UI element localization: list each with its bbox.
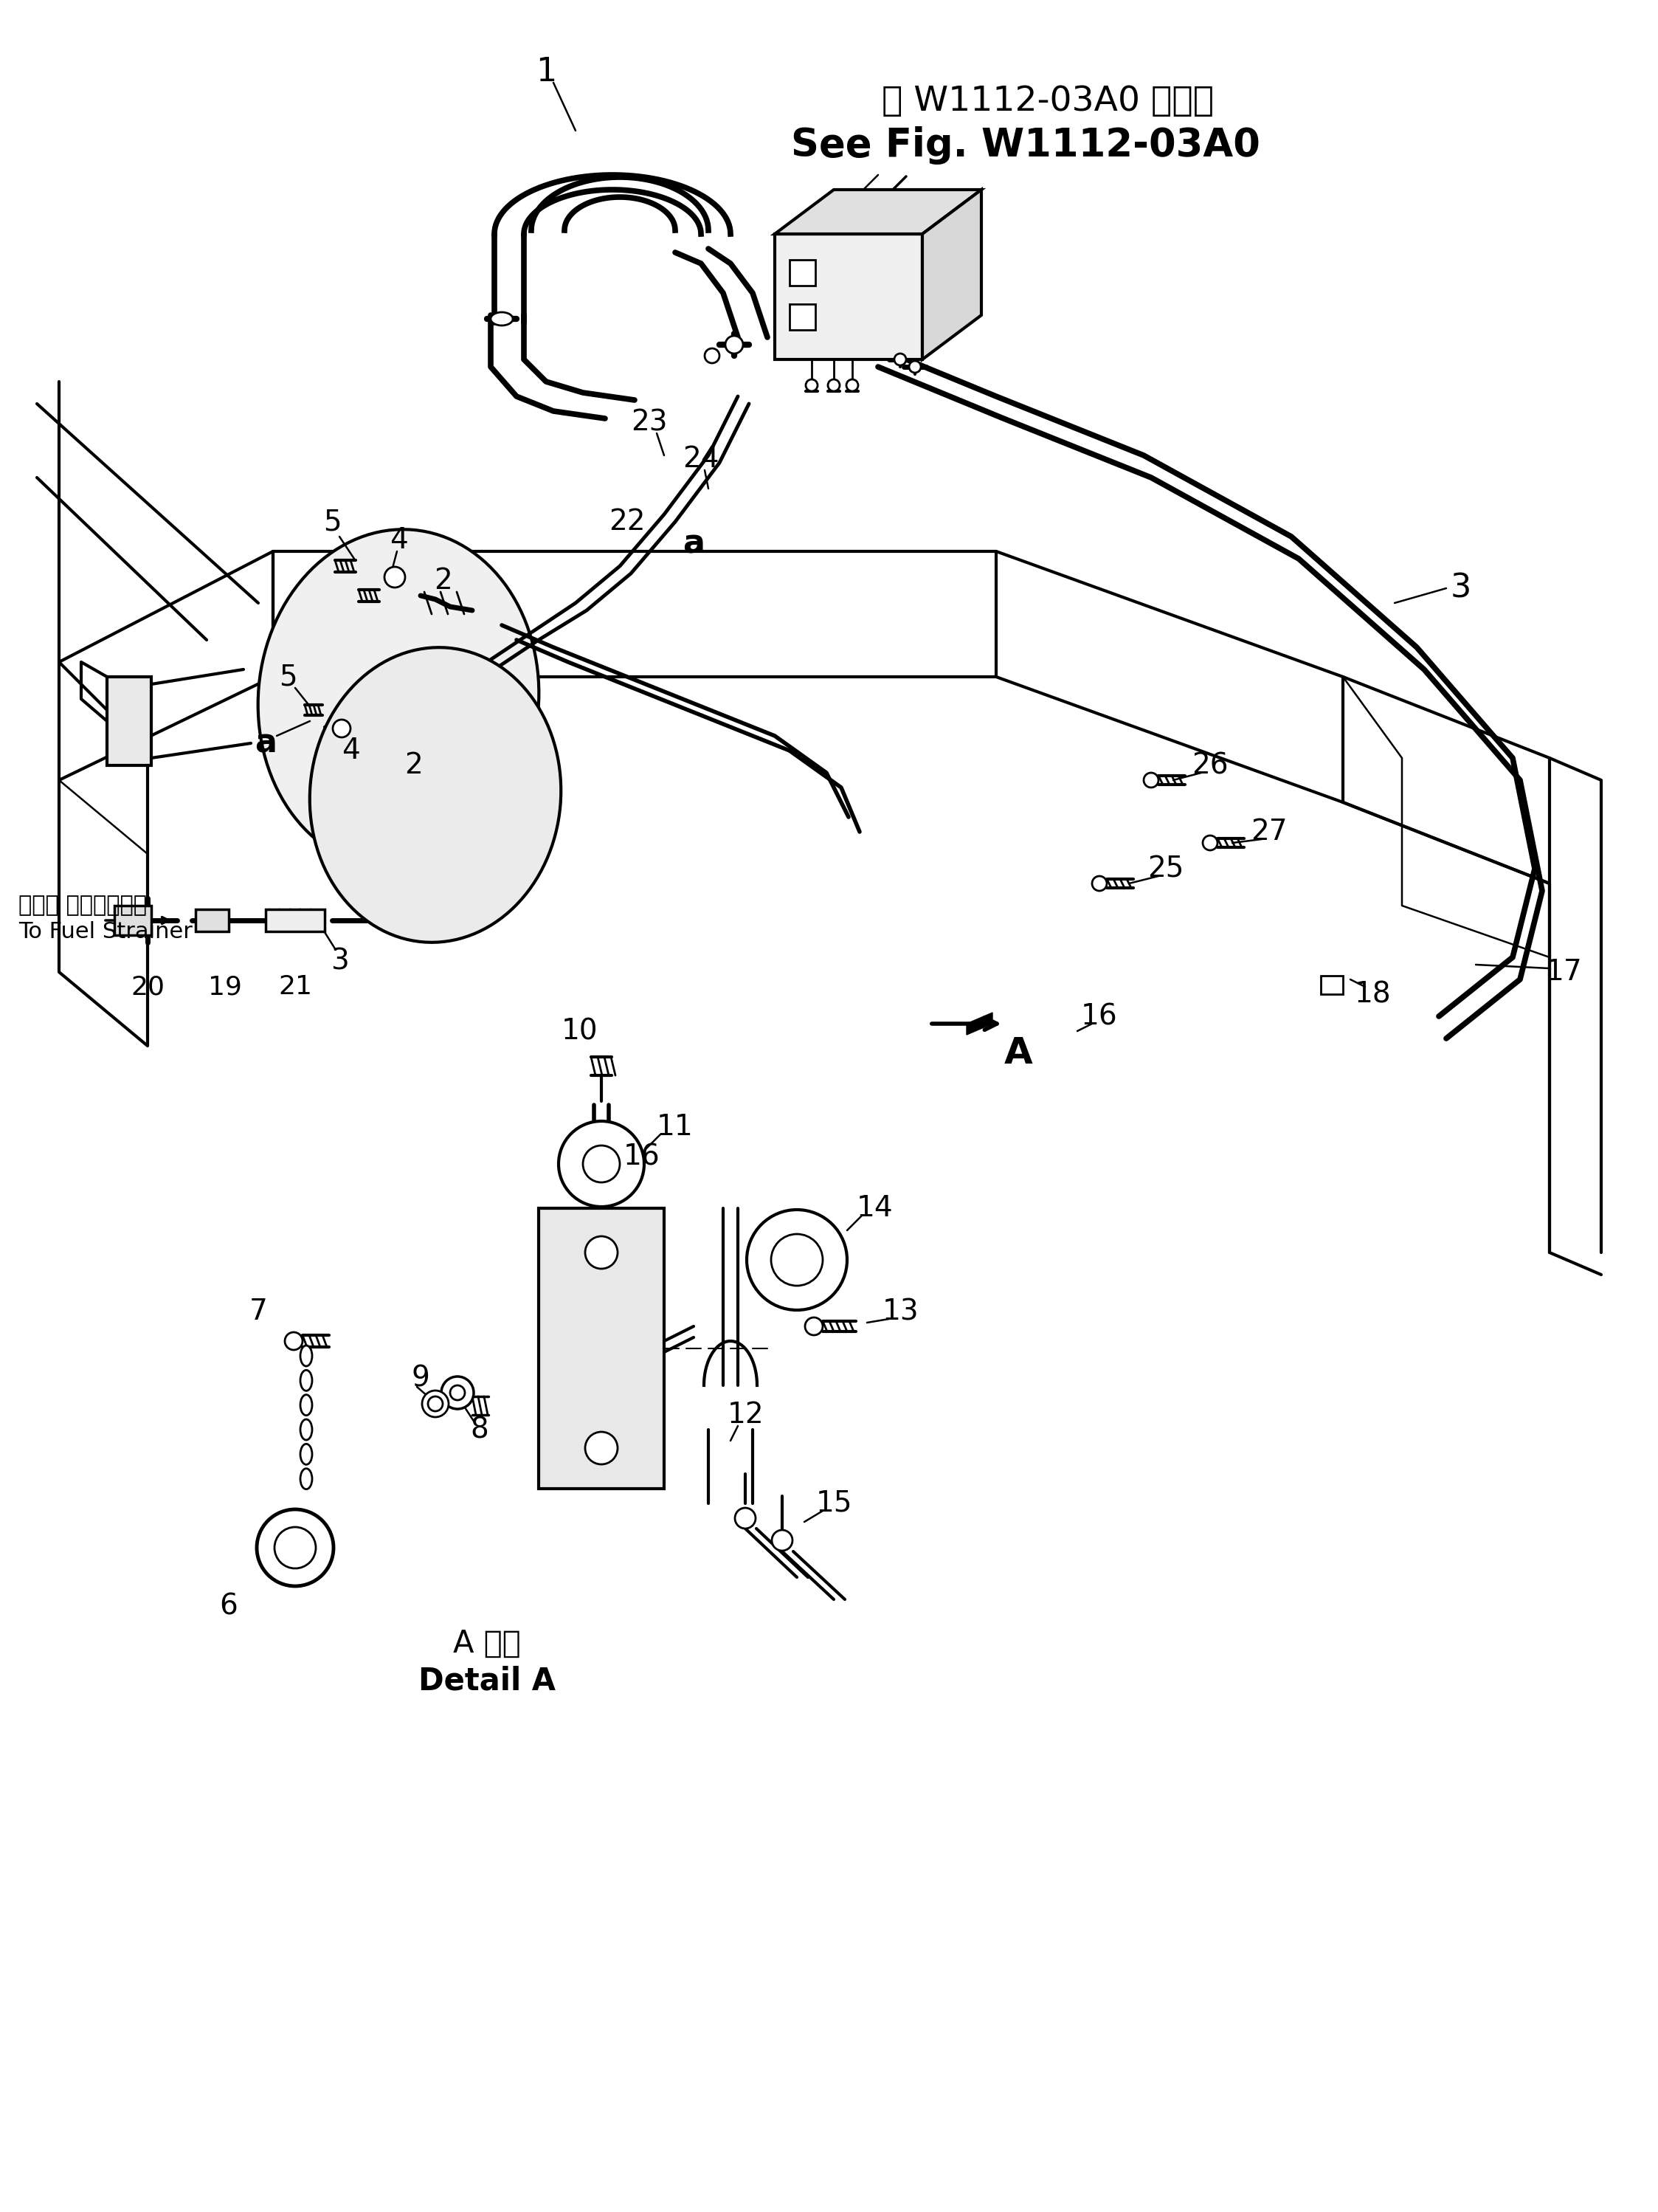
- Ellipse shape: [300, 1396, 312, 1416]
- Text: 8: 8: [471, 1416, 489, 1444]
- Polygon shape: [774, 190, 982, 234]
- Text: 27: 27: [1250, 818, 1288, 845]
- Circle shape: [773, 1531, 793, 1551]
- Circle shape: [423, 1391, 449, 1418]
- Polygon shape: [930, 1013, 993, 1035]
- Text: 4: 4: [342, 737, 360, 765]
- Text: 3: 3: [1451, 573, 1471, 604]
- Text: 18: 18: [1355, 980, 1391, 1009]
- Text: To Fuel Strainer: To Fuel Strainer: [18, 920, 192, 942]
- Circle shape: [285, 1332, 302, 1349]
- Ellipse shape: [300, 1420, 312, 1440]
- Circle shape: [428, 1396, 443, 1411]
- Text: 7: 7: [249, 1298, 267, 1325]
- Text: 16: 16: [1081, 1002, 1117, 1031]
- Bar: [539, 1208, 665, 1489]
- Bar: [789, 259, 816, 285]
- Circle shape: [806, 1318, 822, 1336]
- Bar: [265, 909, 325, 931]
- Text: フェル ストレーナヘ: フェル ストレーナヘ: [18, 896, 148, 916]
- Text: 6: 6: [219, 1593, 237, 1621]
- Circle shape: [771, 1234, 822, 1285]
- Bar: [114, 905, 151, 936]
- Text: 16: 16: [623, 1144, 660, 1170]
- Text: 13: 13: [882, 1298, 919, 1325]
- Text: 26: 26: [1192, 752, 1229, 779]
- Text: 5: 5: [323, 509, 342, 535]
- Circle shape: [585, 1431, 617, 1464]
- Circle shape: [257, 1509, 333, 1586]
- Circle shape: [846, 380, 859, 392]
- Text: a: a: [255, 728, 277, 759]
- Text: A: A: [1005, 1035, 1033, 1071]
- Circle shape: [746, 1210, 847, 1310]
- Circle shape: [894, 354, 907, 365]
- Text: 2: 2: [405, 752, 423, 779]
- Text: 20: 20: [131, 973, 164, 1000]
- Text: 23: 23: [632, 409, 668, 436]
- Text: 3: 3: [330, 947, 348, 975]
- Text: 2: 2: [434, 566, 453, 595]
- Text: 9: 9: [411, 1365, 429, 1391]
- Ellipse shape: [491, 312, 512, 325]
- Ellipse shape: [300, 1444, 312, 1464]
- Ellipse shape: [300, 1369, 312, 1391]
- Circle shape: [725, 336, 743, 354]
- Text: 14: 14: [856, 1194, 892, 1223]
- Text: 1: 1: [536, 55, 557, 88]
- Text: 第 W1112-03A0 図参照: 第 W1112-03A0 図参照: [882, 84, 1214, 117]
- Text: 11: 11: [657, 1113, 693, 1141]
- Circle shape: [705, 347, 720, 363]
- Circle shape: [449, 1385, 464, 1400]
- Text: 10: 10: [560, 1018, 597, 1044]
- Text: 24: 24: [683, 445, 720, 473]
- Text: 21: 21: [279, 973, 312, 1000]
- Ellipse shape: [310, 648, 560, 942]
- Polygon shape: [922, 190, 982, 358]
- Text: 15: 15: [816, 1489, 852, 1517]
- Text: 17: 17: [1545, 958, 1583, 987]
- Circle shape: [585, 1237, 617, 1270]
- Circle shape: [827, 380, 839, 392]
- Ellipse shape: [259, 529, 539, 869]
- Circle shape: [333, 719, 350, 737]
- Circle shape: [1202, 836, 1217, 849]
- Circle shape: [806, 380, 817, 392]
- Circle shape: [584, 1146, 620, 1183]
- Text: 4: 4: [390, 526, 408, 555]
- Text: 22: 22: [608, 509, 645, 535]
- Bar: [774, 234, 922, 358]
- Circle shape: [559, 1121, 645, 1208]
- Bar: [196, 909, 229, 931]
- Polygon shape: [494, 175, 731, 234]
- Circle shape: [734, 1509, 756, 1528]
- Text: 5: 5: [279, 664, 297, 690]
- Text: 12: 12: [726, 1400, 764, 1429]
- Ellipse shape: [300, 1345, 312, 1367]
- Circle shape: [1144, 772, 1159, 787]
- Circle shape: [1093, 876, 1108, 891]
- Bar: [789, 303, 816, 330]
- Circle shape: [275, 1526, 315, 1568]
- Circle shape: [441, 1376, 474, 1409]
- Circle shape: [909, 361, 920, 374]
- Text: a: a: [683, 529, 705, 560]
- Circle shape: [385, 566, 405, 588]
- Text: Detail A: Detail A: [418, 1666, 555, 1697]
- Bar: [108, 677, 151, 765]
- Text: 25: 25: [1147, 854, 1184, 883]
- Text: See Fig. W1112-03A0: See Fig. W1112-03A0: [791, 126, 1260, 164]
- Text: A 詳細: A 詳細: [453, 1628, 521, 1659]
- Text: 19: 19: [209, 973, 242, 1000]
- Bar: [1321, 975, 1343, 993]
- Ellipse shape: [300, 1469, 312, 1489]
